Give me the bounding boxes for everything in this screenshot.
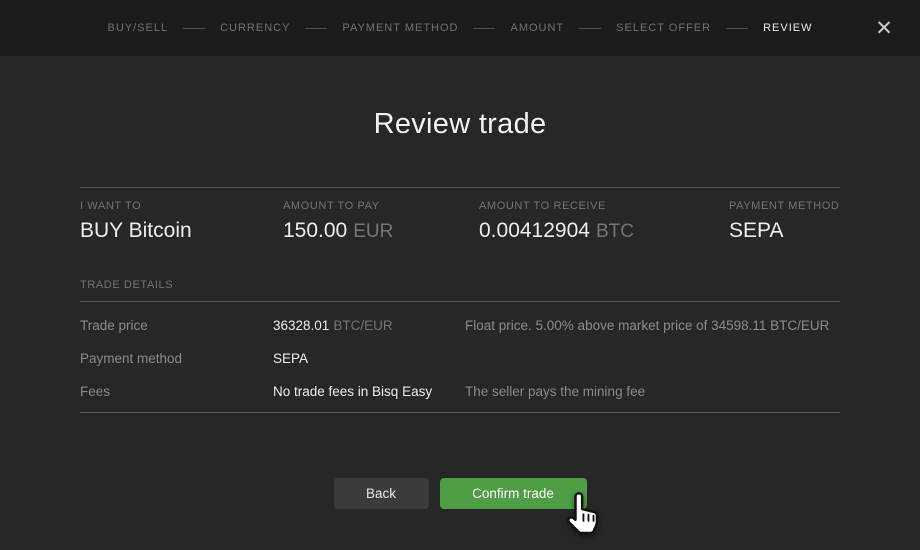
divider: [80, 301, 840, 302]
row-value-text: SEPA: [273, 351, 309, 366]
table-row-fees: Fees No trade fees in Bisq Easy The sell…: [80, 375, 840, 408]
row-value-text: 36328.01: [273, 318, 330, 333]
step-payment-method[interactable]: PAYMENT METHOD: [342, 22, 459, 34]
summary-value: SEPA: [729, 219, 840, 243]
table-row-payment-method: Payment method SEPA: [80, 342, 840, 375]
summary-value-text: SEPA: [729, 219, 784, 242]
table-row-trade-price: Trade price 36328.01 BTC/EUR Float price.…: [80, 309, 840, 342]
row-value-text: No trade fees in Bisq Easy: [273, 384, 433, 399]
summary-amount-to-receive: AMOUNT TO RECEIVE 0.00412904 BTC: [479, 200, 729, 243]
step-separator: [305, 27, 328, 29]
confirm-trade-button[interactable]: Confirm trade: [439, 478, 587, 509]
trade-details-heading: TRADE DETAILS: [80, 279, 174, 291]
summary-direction: I WANT TO BUY Bitcoin: [80, 200, 283, 243]
trade-summary: I WANT TO BUY Bitcoin AMOUNT TO PAY 150.…: [80, 187, 840, 243]
wizard-stepper: BUY/SELL CURRENCY PAYMENT METHOD AMOUNT …: [107, 22, 812, 34]
summary-value-text: 0.00412904: [479, 219, 590, 242]
row-label: Payment method: [80, 351, 183, 366]
step-select-offer[interactable]: SELECT OFFER: [616, 22, 712, 34]
action-buttons: Back Confirm trade: [0, 478, 920, 509]
summary-value: 0.00412904 BTC: [479, 219, 729, 243]
summary-label: AMOUNT TO PAY: [283, 200, 380, 212]
wizard-step-bar: BUY/SELL CURRENCY PAYMENT METHOD AMOUNT …: [0, 0, 920, 56]
summary-label: PAYMENT METHOD: [729, 200, 840, 212]
back-button[interactable]: Back: [333, 478, 429, 509]
close-icon[interactable]: ✕: [866, 0, 902, 56]
summary-label: I WANT TO: [80, 200, 142, 212]
page-title: Review trade: [373, 108, 547, 140]
summary-value: BUY Bitcoin: [80, 219, 283, 243]
row-value: 36328.01 BTC/EUR: [273, 318, 465, 333]
summary-unit: EUR: [353, 221, 394, 242]
summary-payment-method: PAYMENT METHOD SEPA: [729, 200, 840, 243]
step-separator: [726, 27, 749, 29]
summary-unit: BTC: [595, 221, 634, 242]
row-label: Fees: [80, 384, 111, 399]
step-buy-sell[interactable]: BUY/SELL: [107, 22, 169, 34]
summary-value-text: 150.00: [283, 219, 348, 242]
row-label: Trade price: [80, 318, 148, 333]
summary-label: AMOUNT TO RECEIVE: [479, 200, 606, 212]
step-separator: [473, 27, 496, 29]
step-review[interactable]: REVIEW: [763, 22, 813, 34]
trade-details-section: TRADE DETAILS Trade price 36328.01 BTC/EU…: [80, 279, 840, 413]
trade-details-rows: Trade price 36328.01 BTC/EUR Float price.…: [80, 309, 840, 408]
summary-value: 150.00 EUR: [283, 219, 479, 243]
divider: [80, 412, 840, 413]
row-value: SEPA: [273, 351, 465, 366]
step-separator: [579, 27, 602, 29]
summary-value-text: BUY Bitcoin: [80, 219, 192, 242]
row-unit: BTC/EUR: [333, 318, 393, 333]
step-currency[interactable]: CURRENCY: [220, 22, 291, 34]
row-note: Float price. 5.00% above market price of…: [465, 318, 830, 333]
row-note: The seller pays the mining fee: [465, 384, 646, 399]
summary-amount-to-pay: AMOUNT TO PAY 150.00 EUR: [283, 200, 479, 243]
step-amount[interactable]: AMOUNT: [510, 22, 565, 34]
step-separator: [183, 27, 206, 29]
row-value: No trade fees in Bisq Easy: [273, 384, 465, 399]
